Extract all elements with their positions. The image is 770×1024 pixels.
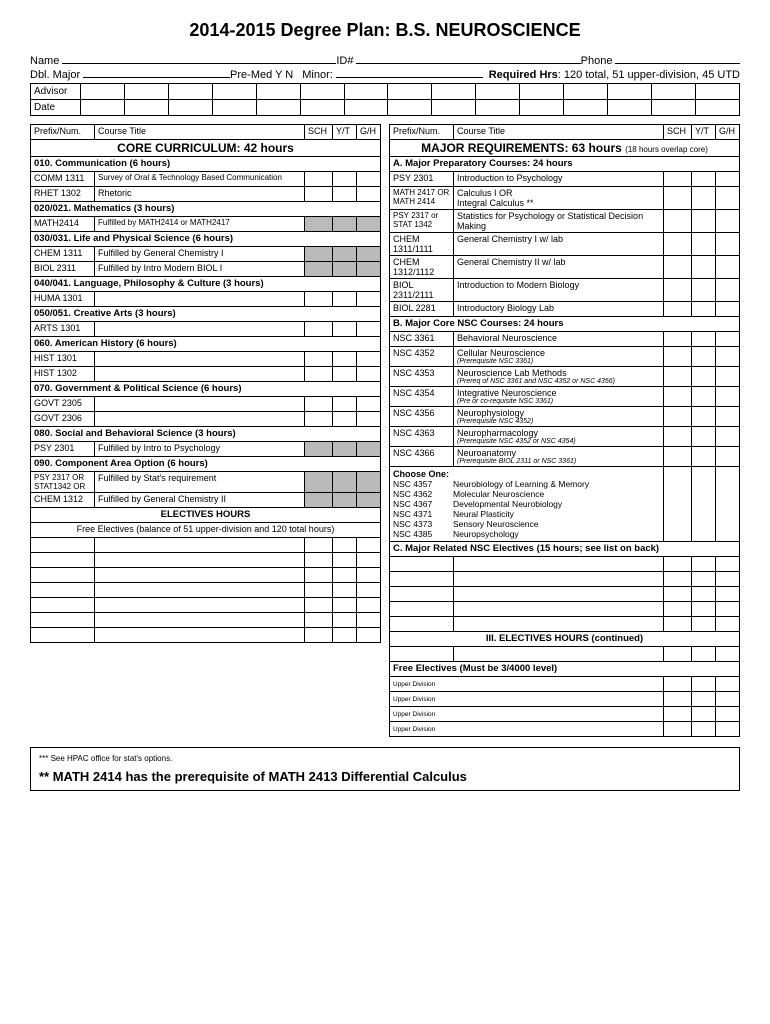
course-row: PSY 2317 or STAT 1342Statistics for Psyc… xyxy=(390,210,740,233)
blank-row xyxy=(390,587,740,602)
course-row: COMM 1311Survey of Oral & Technology Bas… xyxy=(31,172,381,187)
subsection-header: 020/021. Mathematics (3 hours) xyxy=(31,202,381,217)
subsection-header: 090. Component Area Option (6 hours) xyxy=(31,457,381,472)
course-row: NSC 3361Behavioral Neuroscience xyxy=(390,332,740,347)
course-row: MATH2414Fulfilled by MATH2414 or MATH241… xyxy=(31,217,381,232)
course-row: GOVT 2305 xyxy=(31,397,381,412)
subsection-header: 050/051. Creative Arts (3 hours) xyxy=(31,307,381,322)
electives3-header: III. ELECTIVES HOURS (continued) xyxy=(390,632,740,647)
core-header: CORE CURRICULUM: 42 hours xyxy=(31,140,381,157)
footnote-hpac: *** See HPAC office for stat's options. xyxy=(39,754,731,763)
course-row: HIST 1301 xyxy=(31,352,381,367)
course-row: PSY 2317 OR STAT1342 ORFulfilled by Stat… xyxy=(31,472,381,493)
hdr-title: Course Title xyxy=(454,125,664,140)
upper-division-row: Upper Division xyxy=(390,677,740,692)
req-label: Required Hrs: 120 total, 51 upper-divisi… xyxy=(489,69,740,81)
course-row: ARTS 1301 xyxy=(31,322,381,337)
hdr-title: Course Title xyxy=(95,125,305,140)
course-row: NSC 4353Neuroscience Lab Methods(Prereq … xyxy=(390,367,740,387)
upper-division-row: Upper Division xyxy=(390,722,740,737)
advisor-label: Advisor xyxy=(31,84,81,100)
upper-division-row: Upper Division xyxy=(390,692,740,707)
advisor-date-table: Advisor Date xyxy=(30,83,740,116)
date-label: Date xyxy=(31,100,81,116)
dblmajor-label: Dbl. Major xyxy=(30,69,80,81)
subsection-header: 040/041. Language, Philosophy & Culture … xyxy=(31,277,381,292)
course-row: GOVT 2306 xyxy=(31,412,381,427)
course-row: BIOL 2311Fulfilled by Intro Modern BIOL … xyxy=(31,262,381,277)
minor-label: Minor: xyxy=(302,69,333,81)
course-row: NSC 4356Neurophysiology(Prerequisite NSC… xyxy=(390,407,740,427)
hdr-gh: G/H xyxy=(716,125,740,140)
hdr-prefix: Prefix/Num. xyxy=(390,125,454,140)
page-title: 2014-2015 Degree Plan: B.S. NEUROSCIENCE xyxy=(30,20,740,41)
subsection-header: C. Major Related NSC Electives (15 hours… xyxy=(390,542,740,557)
hdr-sch: SCH xyxy=(305,125,333,140)
info-line-2: Dbl. Major Pre-Med Y N Minor: Required H… xyxy=(30,69,740,81)
major-requirements-table: Prefix/Num.Course TitleSCHY/TG/HMAJOR RE… xyxy=(389,124,740,737)
phone-label: Phone xyxy=(581,55,613,67)
hdr-yt: Y/T xyxy=(333,125,357,140)
course-row: CHEM 1312/1112General Chemistry II w/ la… xyxy=(390,256,740,279)
subsection-header: 030/031. Life and Physical Science (6 ho… xyxy=(31,232,381,247)
electives-sub: Free Electives (balance of 51 upper-divi… xyxy=(31,523,381,538)
blank-row xyxy=(390,647,740,662)
left-column: Prefix/Num.Course TitleSCHY/TG/HCORE CUR… xyxy=(30,124,381,737)
blank-row xyxy=(390,557,740,572)
blank-row xyxy=(390,617,740,632)
electives-header: ELECTIVES HOURS xyxy=(31,508,381,523)
hdr-prefix: Prefix/Num. xyxy=(31,125,95,140)
hdr-sch: SCH xyxy=(664,125,692,140)
course-row: CHEM 1312Fulfilled by General Chemistry … xyxy=(31,493,381,508)
blank-row xyxy=(390,572,740,587)
course-row: CHEM 1311Fulfilled by General Chemistry … xyxy=(31,247,381,262)
subsection-header: B. Major Core NSC Courses: 24 hours xyxy=(390,317,740,332)
course-row: PSY 2301Fulfilled by Intro to Psychology xyxy=(31,442,381,457)
blank-row xyxy=(390,602,740,617)
subsection-header: A. Major Preparatory Courses: 24 hours xyxy=(390,157,740,172)
course-row: RHET 1302Rhetoric xyxy=(31,187,381,202)
choose-one-row: Choose One:NSC 4357Neurobiology of Learn… xyxy=(390,467,740,542)
hdr-yt: Y/T xyxy=(692,125,716,140)
course-row: NSC 4366Neuroanatomy(Prerequisite BIOL 2… xyxy=(390,447,740,467)
subsection-header: 080. Social and Behavioral Science (3 ho… xyxy=(31,427,381,442)
blank-row xyxy=(31,613,381,628)
blank-row xyxy=(31,628,381,643)
right-column: Prefix/Num.Course TitleSCHY/TG/HMAJOR RE… xyxy=(389,124,740,737)
course-row: MATH 2417 OR MATH 2414Calculus I ORInteg… xyxy=(390,187,740,210)
course-row: PSY 2301Introduction to Psychology xyxy=(390,172,740,187)
blank-row xyxy=(31,553,381,568)
blank-row xyxy=(31,538,381,553)
course-row: BIOL 2281Introductory Biology Lab xyxy=(390,302,740,317)
blank-row xyxy=(31,568,381,583)
hdr-gh: G/H xyxy=(357,125,381,140)
blank-row xyxy=(31,598,381,613)
subsection-header: 010. Communication (6 hours) xyxy=(31,157,381,172)
course-row: BIOL 2311/2111Introduction to Modern Bio… xyxy=(390,279,740,302)
subsection-header: 060. American History (6 hours) xyxy=(31,337,381,352)
course-row: NSC 4352Cellular Neuroscience(Prerequisi… xyxy=(390,347,740,367)
blank-row xyxy=(31,583,381,598)
premed-label: Pre-Med Y N xyxy=(230,69,293,81)
core-curriculum-table: Prefix/Num.Course TitleSCHY/TG/HCORE CUR… xyxy=(30,124,381,643)
name-label: Name xyxy=(30,55,59,67)
footnote-math: ** MATH 2414 has the prerequisite of MAT… xyxy=(39,769,731,784)
course-row: NSC 4354Integrative Neuroscience(Pre or … xyxy=(390,387,740,407)
id-label: ID# xyxy=(336,55,353,67)
course-row: HIST 1302 xyxy=(31,367,381,382)
info-line-1: Name ID# Phone xyxy=(30,55,740,67)
course-row: HUMA 1301 xyxy=(31,292,381,307)
major-header: MAJOR REQUIREMENTS: 63 hours (18 hours o… xyxy=(390,140,740,157)
free-electives-header: Free Electives (Must be 3/4000 level) xyxy=(390,662,740,677)
course-row: NSC 4363Neuropharmacology(Prerequisite N… xyxy=(390,427,740,447)
footnotes: *** See HPAC office for stat's options. … xyxy=(30,747,740,791)
subsection-header: 070. Government & Political Science (6 h… xyxy=(31,382,381,397)
course-row: CHEM 1311/1111General Chemistry I w/ lab xyxy=(390,233,740,256)
upper-division-row: Upper Division xyxy=(390,707,740,722)
